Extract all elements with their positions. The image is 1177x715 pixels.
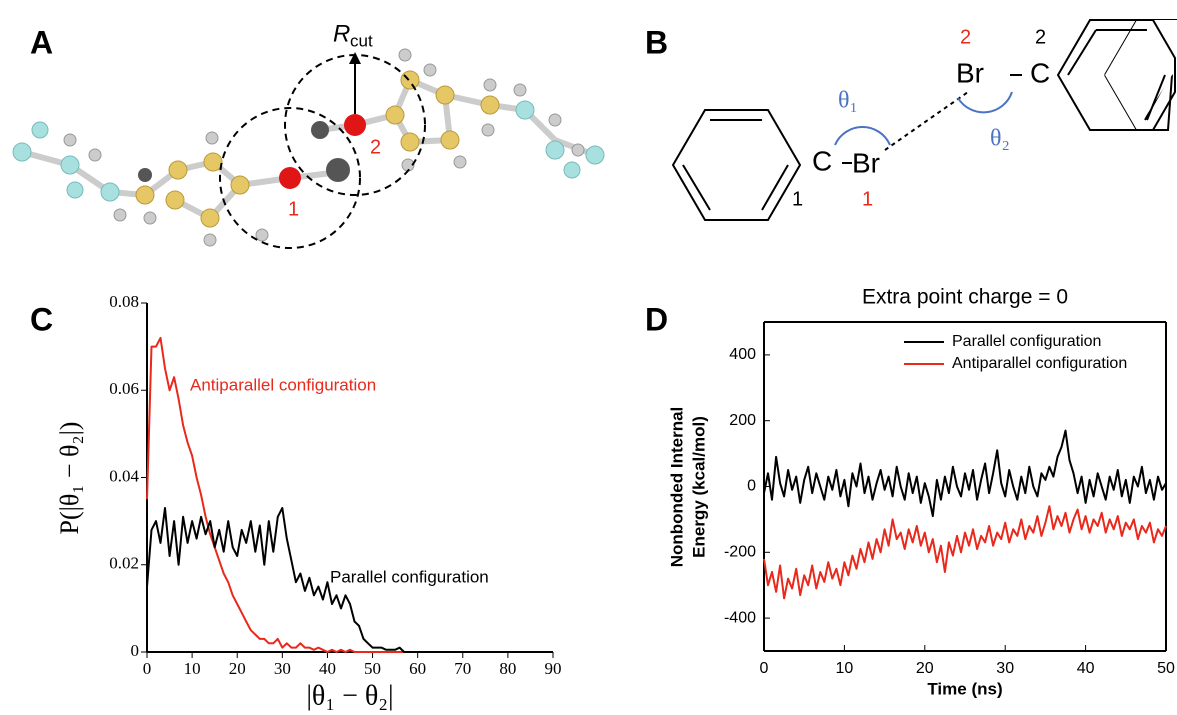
y-axis-label: Energy (kcal/mol): [689, 416, 708, 558]
chart: 0 0.02 0.04 0.06 0.08 0 10 20 30 40 50 60 70 80 90 Anti…: [55, 292, 562, 712]
x-tick-label: 40: [319, 659, 336, 678]
y-tick-label: 0.04: [109, 466, 139, 485]
x-tick-label: 30: [274, 659, 291, 678]
atom: C: [1030, 57, 1050, 88]
x-tick-label: 10: [184, 659, 201, 678]
y-tick-label: -400: [724, 609, 756, 626]
series-label: Parallel configuration: [330, 567, 489, 586]
x-tick-label: 30: [996, 660, 1014, 677]
atom-index: 1: [792, 188, 803, 210]
y-tick-label: 400: [729, 346, 756, 363]
y-tick-label: 200: [729, 412, 756, 429]
panel-letter: A: [30, 24, 53, 60]
atom-index: 1: [862, 188, 873, 210]
panel-letter: B: [645, 24, 668, 60]
angle-label: θ₁: [838, 88, 858, 114]
x-tick-label: 60: [409, 659, 426, 678]
x-tick-label: 40: [1077, 660, 1095, 677]
legend-label: Parallel configuration: [952, 333, 1101, 350]
y-tick-label: 0: [131, 641, 140, 660]
x-tick-label: 10: [836, 660, 854, 677]
diagram: [673, 20, 1177, 220]
x-tick-label: 0: [760, 660, 769, 677]
cutoff-subscript: cut: [350, 31, 373, 50]
series-label: Antiparallel configuration: [190, 375, 376, 394]
y-tick-label: 0.08: [109, 292, 139, 311]
x-tick-label: 80: [499, 659, 516, 678]
x-tick-label: 50: [1157, 660, 1175, 677]
y-axis-label: P(|θ₁ − θ₂|): [55, 422, 84, 535]
atom-index: 2: [1035, 26, 1046, 48]
x-axis-label: Time (ns): [927, 679, 1002, 698]
x-tick-label: 50: [364, 659, 381, 678]
y-axis-label: Nonbonded Internal: [667, 407, 686, 568]
atom-index: 1: [288, 198, 299, 220]
x-tick-label: 70: [454, 659, 471, 678]
angle-label: θ₂: [990, 126, 1010, 152]
x-tick-label: 20: [916, 660, 934, 677]
atom-index: 2: [960, 26, 971, 48]
molecule: R cut 1 2: [13, 20, 604, 248]
y-tick-label: 0.02: [109, 554, 139, 573]
line-series: [764, 431, 1166, 516]
atom: C: [812, 145, 832, 176]
x-tick-label: 20: [229, 659, 246, 678]
x-tick-label: 0: [143, 659, 152, 678]
line-series: [764, 506, 1166, 598]
y-tick-label: 0.06: [109, 379, 139, 398]
chart-title: Extra point charge = 0: [862, 286, 1068, 309]
y-tick-label: -200: [724, 544, 756, 561]
atom: Br: [852, 147, 880, 178]
panel-letter: D: [645, 301, 668, 337]
x-axis-label: |θ₁ − θ₂|: [306, 680, 393, 711]
x-tick-label: 90: [545, 659, 562, 678]
legend-label: Antiparallel configuration: [952, 355, 1127, 372]
cutoff-label: R: [333, 20, 350, 47]
atom-index: 2: [370, 136, 381, 158]
ring-mask: [1105, 20, 1177, 130]
chart: -400 -200 0 200 400 0 10 20 30 40 50 Parallel confi…: [667, 286, 1175, 699]
figure: A B C D R cut 1 2: [0, 0, 1177, 715]
panel-letter: C: [30, 301, 53, 337]
y-tick-label: 0: [747, 478, 756, 495]
atom: Br: [956, 57, 984, 88]
